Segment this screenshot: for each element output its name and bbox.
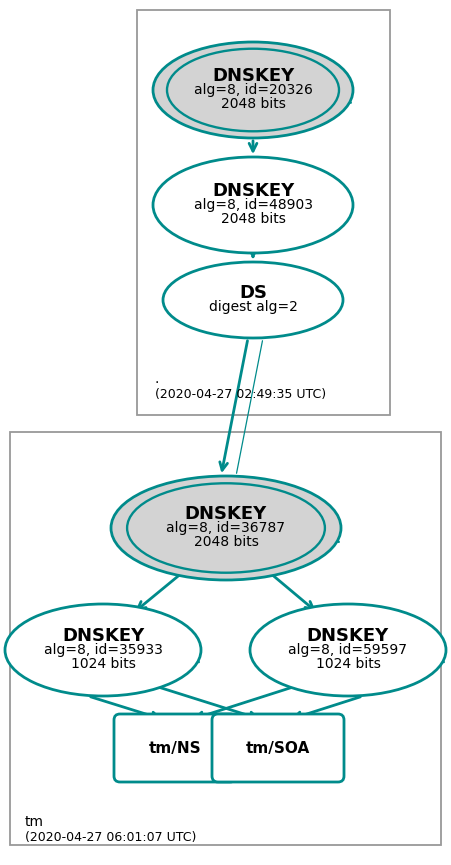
Text: DS: DS (239, 284, 267, 302)
Text: 2048 bits: 2048 bits (221, 97, 285, 111)
Text: tm/NS: tm/NS (149, 740, 201, 755)
Text: 2048 bits: 2048 bits (221, 212, 285, 226)
Ellipse shape (153, 157, 353, 253)
Text: tm: tm (25, 815, 44, 829)
Ellipse shape (5, 604, 201, 696)
Text: alg=8, id=59597: alg=8, id=59597 (289, 643, 408, 657)
Text: (2020-04-27 02:49:35 UTC): (2020-04-27 02:49:35 UTC) (155, 388, 326, 401)
Ellipse shape (153, 42, 353, 138)
Text: tm/SOA: tm/SOA (246, 740, 310, 755)
Ellipse shape (127, 484, 325, 573)
Ellipse shape (163, 262, 343, 338)
Bar (137, 10, 390, 415)
Text: .: . (155, 372, 159, 386)
FancyBboxPatch shape (114, 714, 236, 782)
Text: 1024 bits: 1024 bits (70, 657, 135, 671)
Ellipse shape (167, 48, 339, 131)
FancyBboxPatch shape (212, 714, 344, 782)
Text: 1024 bits: 1024 bits (316, 657, 381, 671)
Text: DNSKEY: DNSKEY (185, 505, 267, 523)
Text: digest alg=2: digest alg=2 (208, 300, 298, 314)
Text: DNSKEY: DNSKEY (62, 627, 144, 645)
Bar (10, 432, 441, 845)
Text: alg=8, id=20326: alg=8, id=20326 (193, 83, 313, 97)
Text: 2048 bits: 2048 bits (193, 535, 258, 549)
Text: alg=8, id=36787: alg=8, id=36787 (166, 521, 285, 535)
Text: alg=8, id=48903: alg=8, id=48903 (193, 198, 313, 212)
Text: DNSKEY: DNSKEY (307, 627, 389, 645)
Text: alg=8, id=35933: alg=8, id=35933 (44, 643, 162, 657)
Text: DNSKEY: DNSKEY (212, 67, 294, 85)
Ellipse shape (250, 604, 446, 696)
Ellipse shape (111, 476, 341, 580)
Text: (2020-04-27 06:01:07 UTC): (2020-04-27 06:01:07 UTC) (25, 831, 196, 844)
Text: DNSKEY: DNSKEY (212, 182, 294, 200)
